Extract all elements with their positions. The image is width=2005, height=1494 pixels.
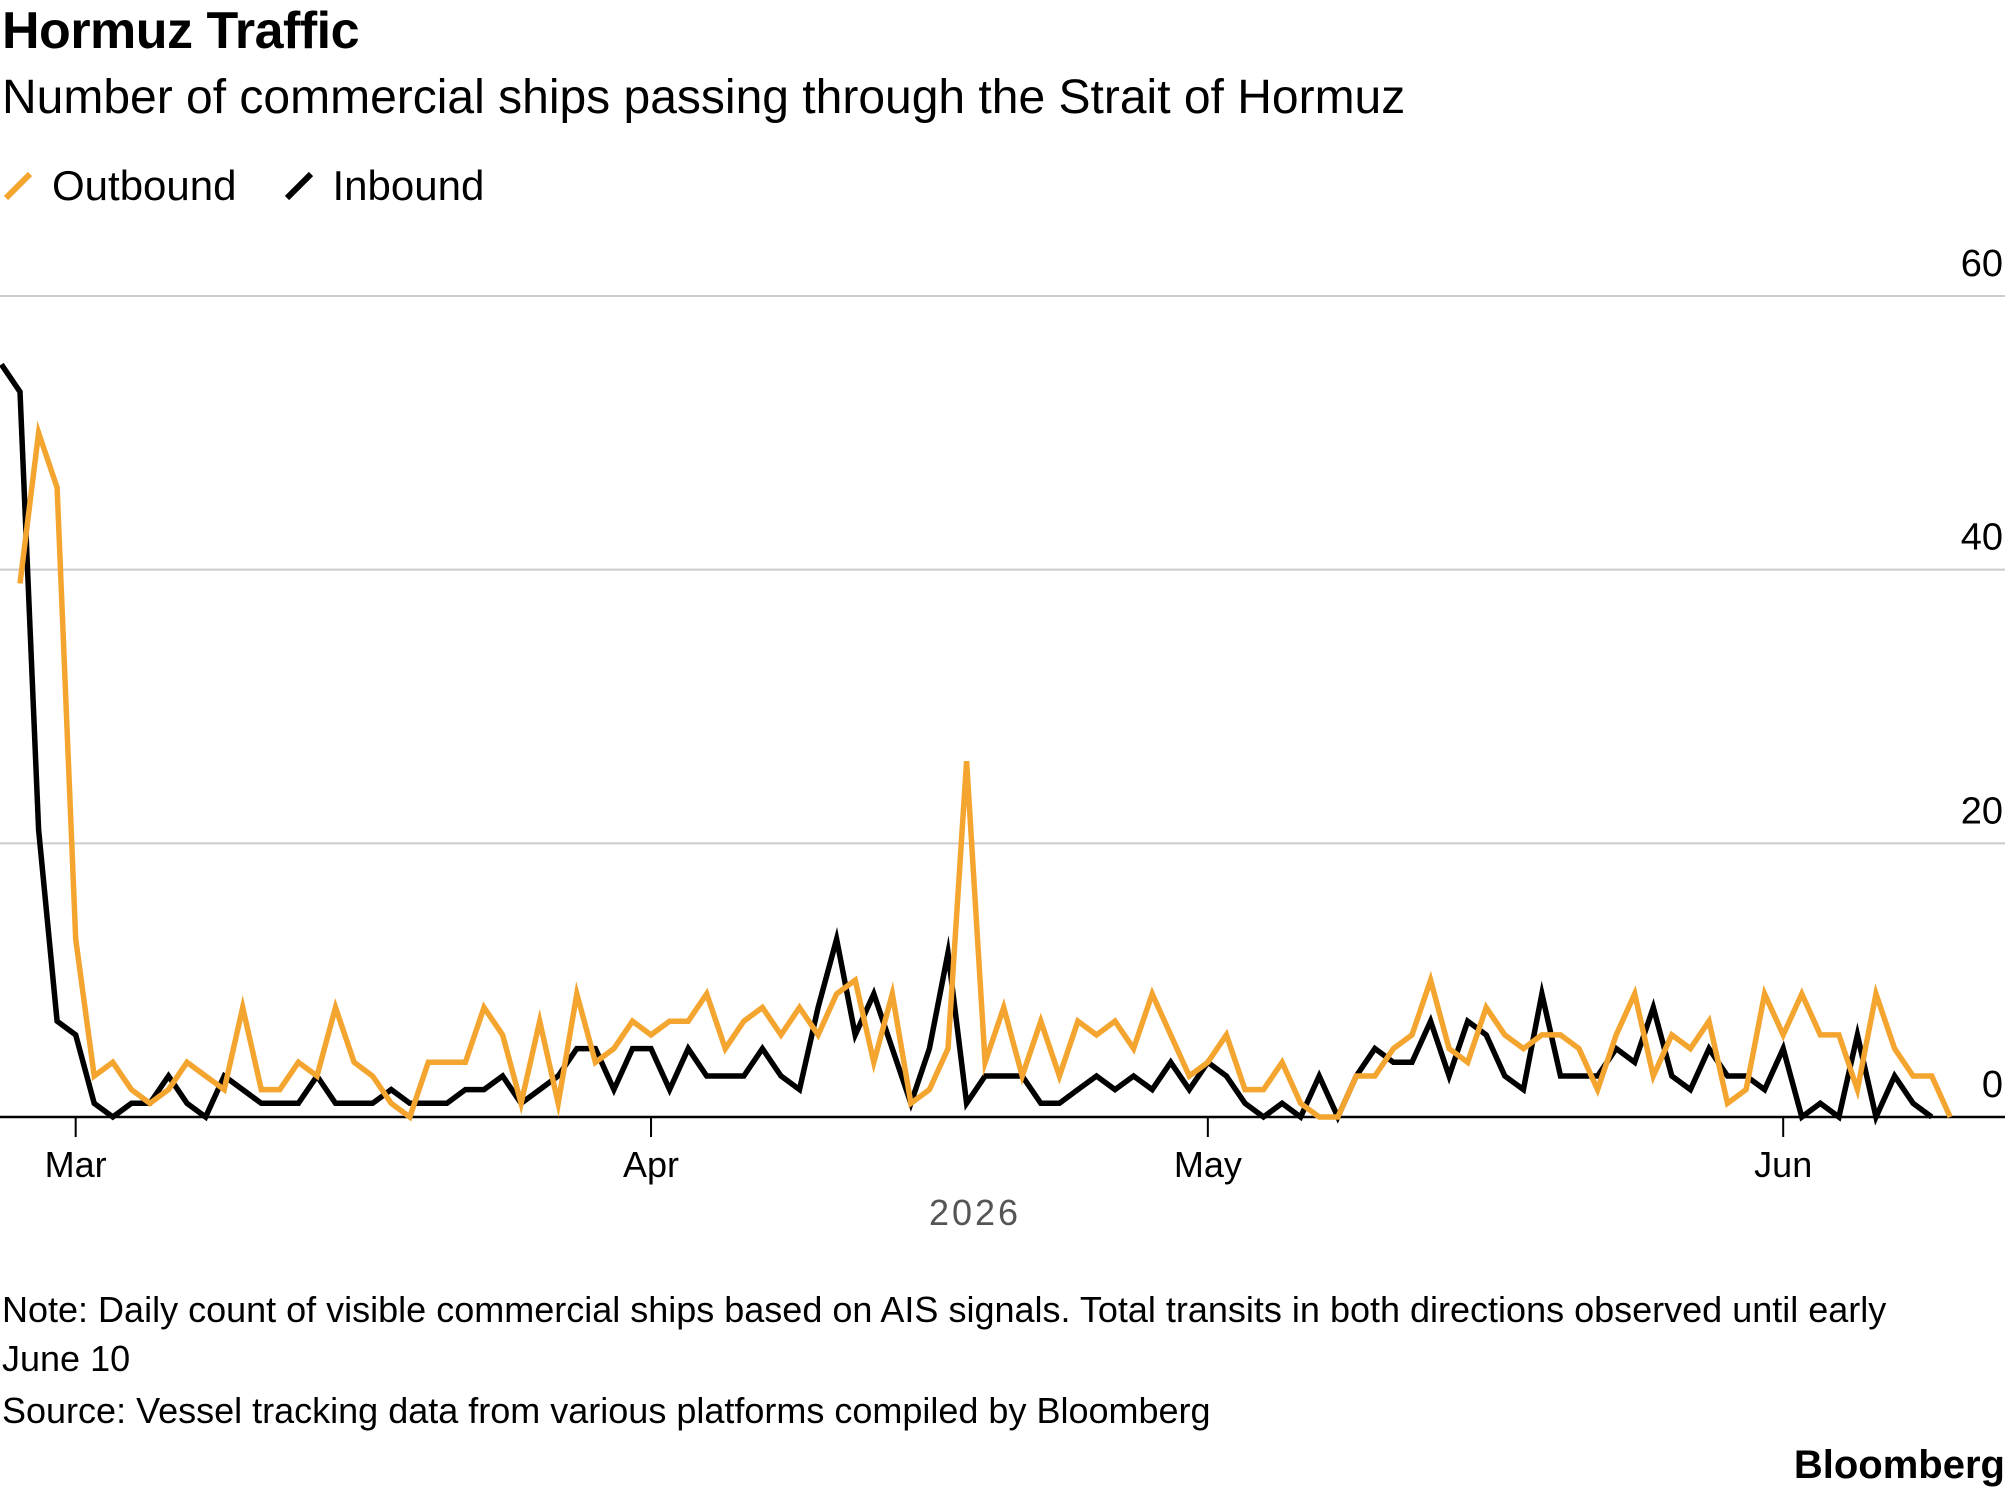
chart-subtitle: Number of commercial ships passing throu… — [2, 71, 1406, 124]
y-tick-label-60: 60 — [1961, 243, 2003, 285]
y-tick-label-40: 40 — [1961, 517, 2003, 559]
series-line-outbound — [17, 420, 1953, 1122]
x-axis-year-label: 2026 — [929, 1192, 1021, 1233]
chart-note: Note: Daily count of visible commercial … — [2, 1289, 1887, 1379]
chart-source: Source: Vessel tracking data from variou… — [2, 1390, 1211, 1431]
legend: Outbound Inbound — [2, 160, 530, 212]
chart-title: Hormuz Traffic — [2, 2, 360, 60]
legend-label-inbound: Inbound — [332, 162, 485, 209]
x-tick-label-jun: Jun — [1754, 1144, 1812, 1185]
series-line-inbound — [0, 362, 1934, 1126]
line-chart: 0 20 40 60 Mar Apr May Jun 2026 — [0, 243, 2005, 1233]
y-tick-label-0: 0 — [1982, 1064, 2003, 1106]
x-tick-label-mar: Mar — [45, 1144, 107, 1185]
x-tick-label-may: May — [1174, 1144, 1242, 1185]
legend-item-outbound: Outbound — [2, 162, 237, 210]
legend-label-outbound: Outbound — [52, 162, 237, 209]
outbound-swatch-icon — [3, 171, 33, 201]
x-tick-label-apr: Apr — [623, 1144, 679, 1185]
inbound-swatch-icon — [284, 171, 313, 201]
y-tick-label-20: 20 — [1961, 790, 2003, 832]
brand-logo: Bloomberg — [1793, 1443, 2005, 1487]
legend-item-inbound: Inbound — [283, 162, 485, 210]
